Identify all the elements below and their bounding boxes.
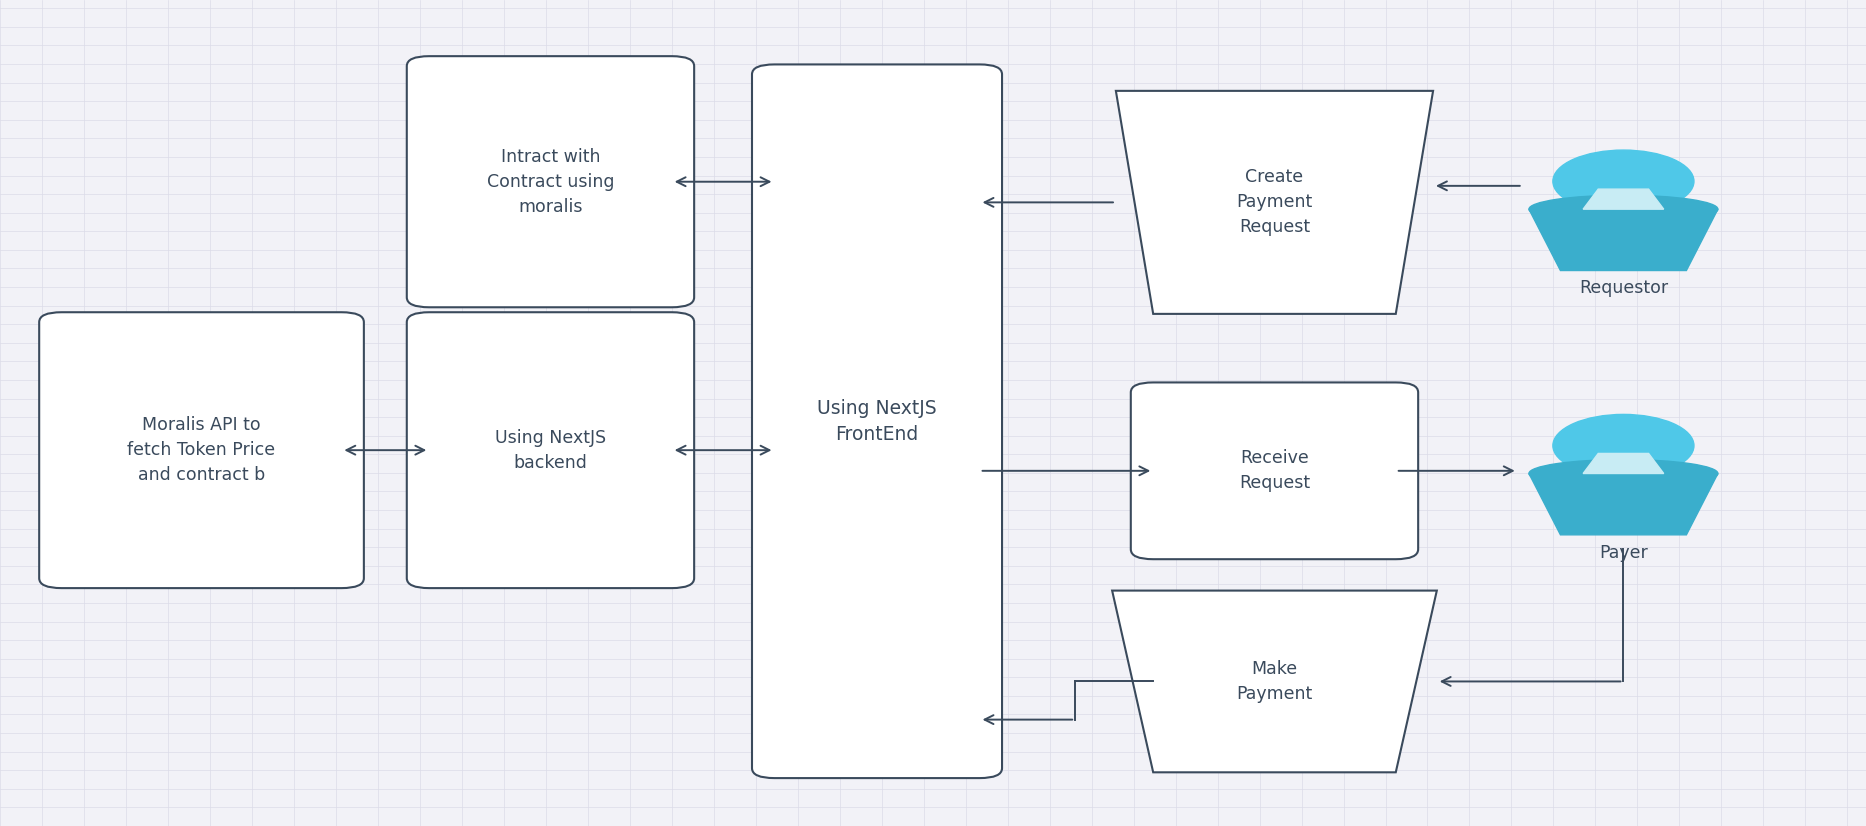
Polygon shape: [1528, 209, 1719, 270]
Circle shape: [1553, 150, 1694, 212]
Polygon shape: [1528, 473, 1719, 535]
Circle shape: [1553, 415, 1694, 477]
FancyBboxPatch shape: [752, 64, 1002, 778]
Polygon shape: [1116, 91, 1433, 314]
Text: Payer: Payer: [1599, 544, 1648, 562]
Ellipse shape: [1528, 195, 1719, 223]
Text: Requestor: Requestor: [1579, 279, 1668, 297]
Text: Receive
Request: Receive Request: [1239, 449, 1310, 492]
Text: Intract with
Contract using
moralis: Intract with Contract using moralis: [487, 148, 614, 216]
Text: Moralis API to
fetch Token Price
and contract b: Moralis API to fetch Token Price and con…: [127, 416, 276, 484]
Text: Using NextJS
backend: Using NextJS backend: [494, 429, 606, 472]
Text: Using NextJS
FrontEnd: Using NextJS FrontEnd: [817, 398, 937, 444]
FancyBboxPatch shape: [39, 312, 364, 588]
Ellipse shape: [1528, 459, 1719, 487]
Polygon shape: [1582, 453, 1664, 473]
Text: Make
Payment: Make Payment: [1237, 660, 1312, 703]
FancyBboxPatch shape: [407, 312, 694, 588]
FancyBboxPatch shape: [1131, 382, 1418, 559]
Text: Create
Payment
Request: Create Payment Request: [1237, 169, 1312, 236]
Polygon shape: [1582, 189, 1664, 209]
FancyBboxPatch shape: [407, 56, 694, 307]
Polygon shape: [1112, 591, 1437, 772]
